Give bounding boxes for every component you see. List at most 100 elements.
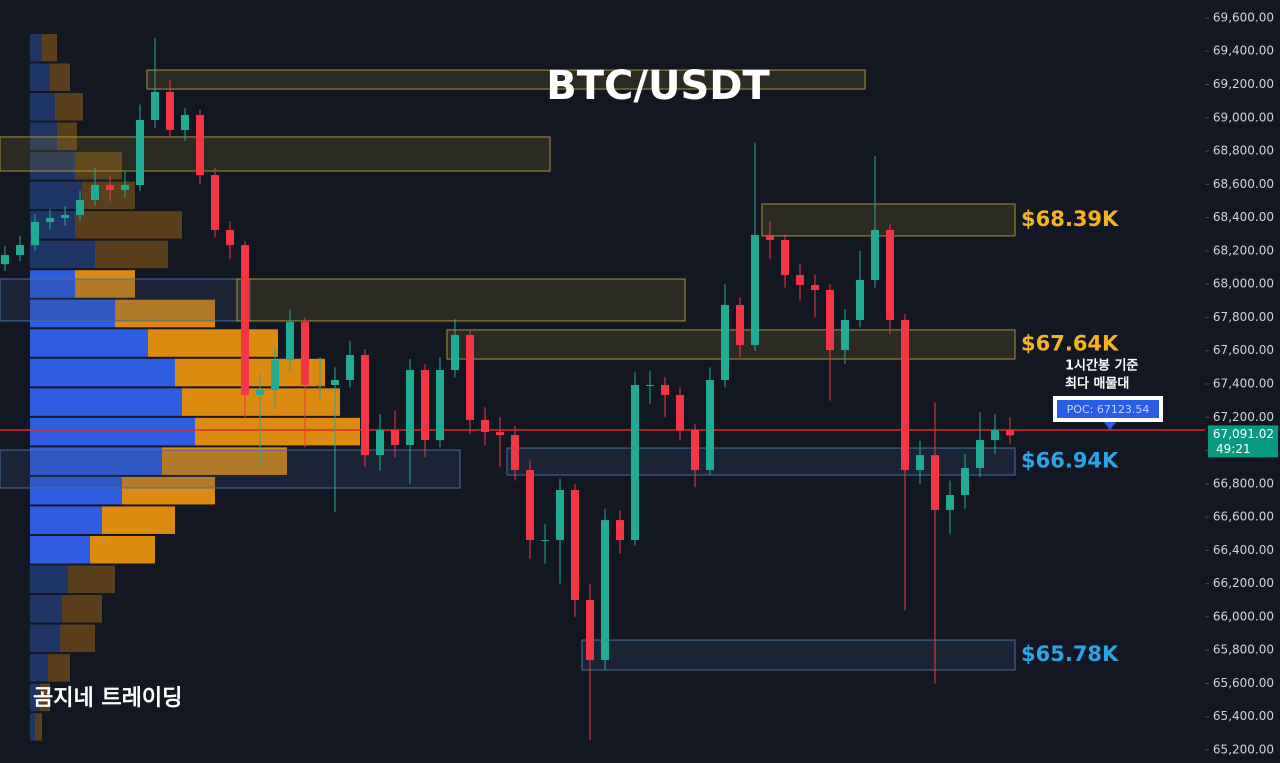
demand-zone [506,447,1016,476]
y-tick-label: 69,000.00 [1213,110,1274,124]
y-tick-label: 68,400.00 [1213,210,1274,224]
price-axis: 65,200.00 65,400.00 65,600.00 65,800.00 66,0… [1205,0,1280,763]
y-tick-label: 69,400.00 [1213,44,1274,58]
candle-body [286,321,294,361]
candle-body [331,380,339,385]
y-tick-label: 65,400.00 [1213,709,1274,723]
candle-body [616,520,624,541]
watermark: 곰지네 트레이딩 [33,686,182,711]
y-tick-label: 66,200.00 [1213,576,1274,590]
candle-body [91,185,99,200]
profile-buy [30,33,42,62]
candle-body [976,440,984,469]
candle-body [736,304,744,346]
profile-sell [35,713,42,741]
note-line: 1시간봉 기준 [1065,358,1138,374]
candle-body [961,468,969,495]
profile-sell [90,535,155,564]
y-tick-label: 65,800.00 [1213,643,1274,657]
profile-sell [48,654,70,682]
y-tick-label: 66,000.00 [1213,609,1274,623]
candle-body [586,599,594,661]
profile-sell [57,122,77,151]
y-tick-label: 69,600.00 [1213,10,1274,24]
candle-body [676,394,684,431]
candle-body [181,114,189,130]
candle-body [541,540,549,542]
candle-body [121,185,129,191]
y-tick-label: 67,200.00 [1213,410,1274,424]
candle-body [916,455,924,471]
supply-zone [0,136,551,172]
volume-profile [30,33,360,741]
y-tick-label: 66,400.00 [1213,543,1274,557]
zones [0,69,1016,671]
profile-sell [68,565,115,594]
y-tick-label: 66,600.00 [1213,510,1274,524]
profile-buy [30,329,148,357]
last-price-label: 67,091.02 [1213,427,1274,441]
candle-body [1,255,9,265]
profile-sell [75,270,135,298]
profile-sell [175,358,325,387]
candle-body [211,175,219,230]
profile-buy [30,624,60,653]
demand-zone [0,449,461,489]
axis-panel [1205,0,1280,763]
y-tick-label: 65,600.00 [1213,676,1274,690]
y-tick-label: 67,800.00 [1213,310,1274,324]
candle-body [826,289,834,351]
poc-pointer [1104,421,1116,430]
y-tick-label: 68,800.00 [1213,144,1274,158]
candle-body [346,355,354,381]
candle-body [361,355,369,456]
candle-body [31,221,39,246]
candle-body [886,229,894,320]
candle-body [76,199,84,215]
zone-label: $66.94K [1021,449,1119,473]
candle-body [1006,430,1014,436]
y-tick-label: 68,000.00 [1213,277,1274,291]
chart-title: BTC/USDT [546,63,770,109]
profile-sell [40,683,50,712]
profile-buy [30,240,95,269]
candle-body [481,419,489,433]
profile-sell [75,152,122,180]
y-tick-label: 69,200.00 [1213,77,1274,91]
candle-body [391,430,399,446]
profile-sell [75,211,182,239]
profile-buy [30,299,115,328]
candle-body [451,334,459,371]
candle-body [946,494,954,510]
y-tick-label: 68,200.00 [1213,243,1274,257]
candle-body [466,334,474,420]
candle-body [721,304,729,381]
zone-label: $67.64K [1021,331,1119,355]
candle-body [316,384,324,386]
candle-body [436,370,444,441]
candle-body [271,360,279,390]
candle-body [556,489,564,541]
candle-body [871,229,879,281]
overlay: $68.39K $67.64K $66.94K $65.78K POC: 67123.5… [1021,207,1163,666]
candle-body [631,384,639,541]
profile-buy [30,447,162,475]
y-tick-label: 68,600.00 [1213,177,1274,191]
candle-body [166,92,174,130]
profile-sell [102,506,175,534]
profile-sell [122,476,215,505]
zone-label: $68.39K [1021,207,1119,231]
profile-sell [60,624,95,653]
candle-body [601,520,609,661]
poc-label: POC: 67123.54 [1067,403,1150,416]
profile-buy [30,63,50,92]
candle-body [16,245,24,256]
candles [0,37,1205,741]
last-price-badge [1208,425,1278,458]
candle-body [301,321,309,385]
profile-sell [55,93,83,121]
candle-body [811,285,819,290]
profile-buy [30,181,82,210]
profile-sell [115,299,215,328]
candle-body [766,234,774,240]
